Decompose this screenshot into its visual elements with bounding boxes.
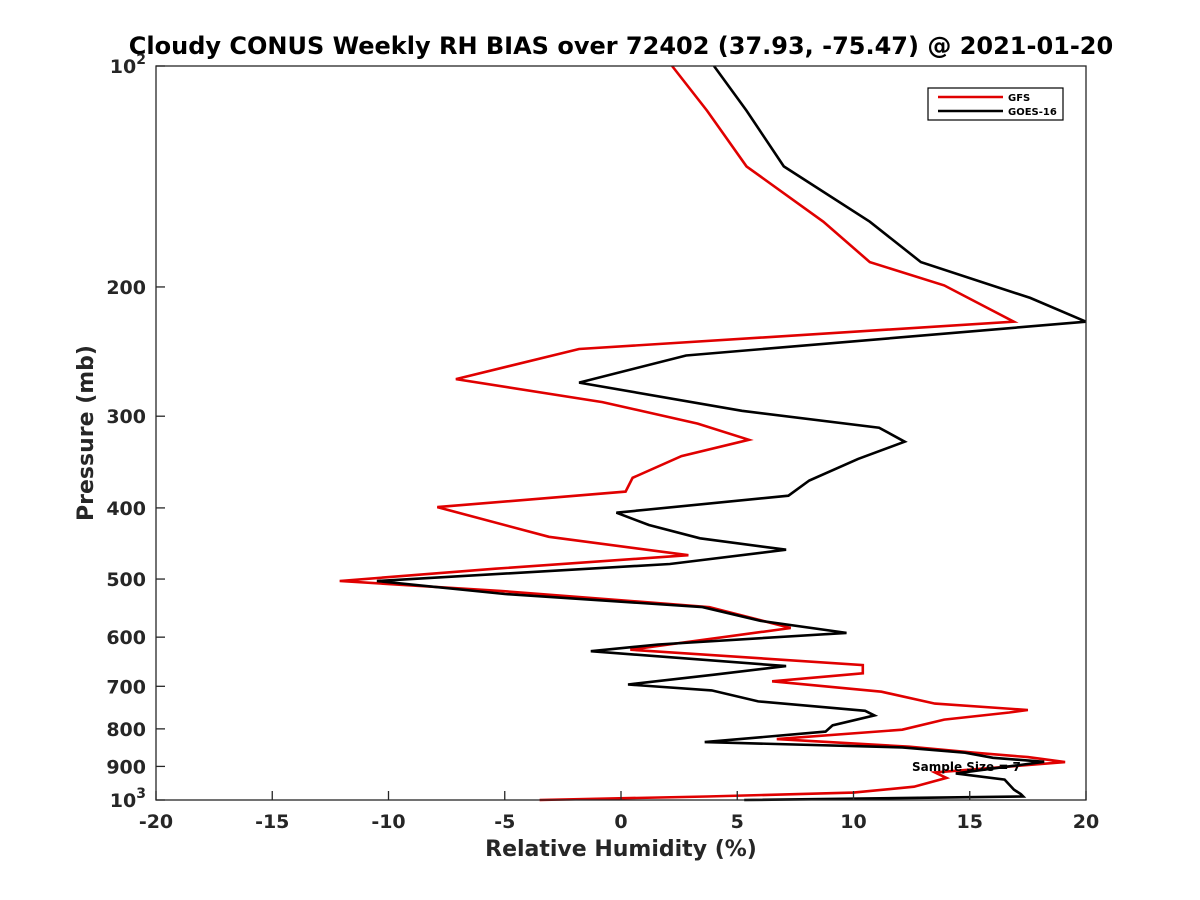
y-tick-label: 800 [106,719,146,741]
x-tick-label: 20 [1073,811,1099,833]
y-tick-label: 103 [110,786,146,812]
x-tick-label: -10 [371,811,405,833]
x-tick-label: -15 [255,811,289,833]
x-tick-label: 10 [840,811,866,833]
y-tick-label: 600 [106,627,146,649]
x-tick-label: 0 [614,811,627,833]
plot-frame [155,65,1087,801]
y-axis-label: Pressure (mb) [74,345,99,521]
x-axis: -20 -15 -10 -5 0 5 10 15 20 [139,791,1099,833]
y-tick-label: 200 [106,277,146,299]
y-tick-label: 900 [106,756,146,778]
x-tick-label: -20 [139,811,173,833]
legend: GFS GOES-16 [927,87,1064,121]
y-tick-label: 400 [106,498,146,520]
x-tick-label: 5 [731,811,744,833]
y-tick-label: 500 [106,569,146,591]
legend-box [927,87,1064,121]
y-tick-label: 300 [106,406,146,428]
chart-title: Cloudy CONUS Weekly RH BIAS over 72402 (… [129,32,1113,60]
legend-label: GOES-16 [1008,107,1057,118]
y-tick-label: 102 [110,52,146,78]
x-tick-label: -5 [494,811,515,833]
sample-size-annotation: Sample Size = 7 [912,760,1021,774]
legend-label: GFS [1008,93,1030,104]
x-axis-label: Relative Humidity (%) [485,837,757,862]
series-line-goes-16 [376,65,1087,802]
x-tick-label: 15 [957,811,983,833]
y-axis: 102 200 300 400 500 600 700 800 900 103 [106,52,165,812]
series-layer [339,65,1087,802]
y-tick-label: 700 [106,676,146,698]
